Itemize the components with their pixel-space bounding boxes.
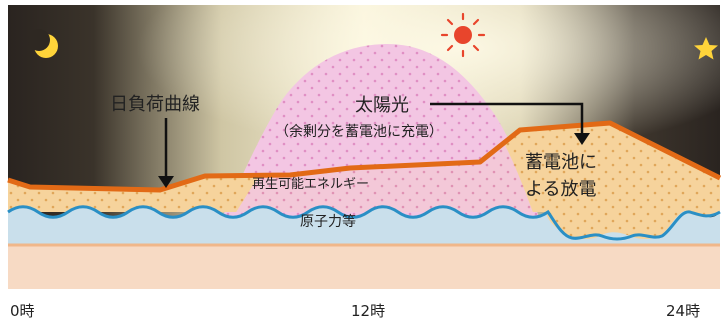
base-load-wave	[7, 205, 721, 241]
sun-icon	[440, 12, 486, 58]
nuclear-label: 原子力等	[300, 213, 356, 230]
battery-discharge-label-line2: よる放電	[525, 179, 596, 200]
battery-discharge-label-line1: 蓄電池に	[525, 152, 597, 173]
solar-label: 太陽光	[355, 95, 409, 116]
solar-to-battery-arrowhead	[574, 133, 590, 145]
daily-load-curve	[7, 120, 722, 193]
load-curve-arrowhead	[158, 176, 174, 188]
daily-load-curve-label: 日負荷曲線	[110, 94, 200, 115]
solar-to-battery-arrow	[430, 102, 584, 135]
star-icon	[694, 37, 718, 60]
axis-label-start: 0時	[10, 302, 35, 320]
solar-note-label: （余剰分を蓄電池に充電）	[275, 123, 443, 140]
axis-label-end: 24時	[666, 302, 701, 320]
bottom-band	[8, 245, 720, 289]
renewable-energy-label: 再生可能エネルギー	[252, 177, 369, 192]
crescent-moon-icon	[28, 29, 58, 58]
axis-label-middle: 12時	[351, 302, 386, 320]
